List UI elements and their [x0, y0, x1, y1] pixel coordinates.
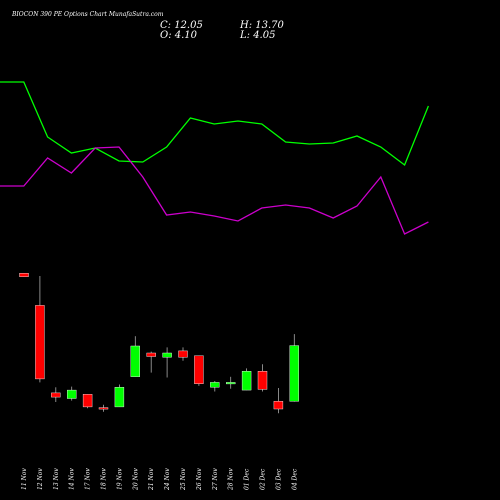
x-tick-label: 17 Nov — [85, 468, 92, 490]
x-tick-label: 11 Nov — [21, 468, 28, 490]
candle-body — [210, 382, 220, 388]
high-value: H: 13.70 — [239, 20, 285, 31]
x-tick-label: 21 Nov — [148, 468, 155, 491]
x-tick-label: 13 Nov — [53, 468, 60, 490]
close-value: C: 12.05 — [160, 20, 203, 31]
candle-body — [225, 382, 236, 385]
candle-body — [35, 305, 45, 380]
candle-body — [194, 355, 204, 384]
candle-body — [82, 394, 93, 408]
candle-body — [130, 345, 141, 377]
x-tick-label: 18 Nov — [101, 468, 108, 490]
open-value: O: 4.10 — [160, 30, 198, 41]
candle-body — [257, 371, 268, 390]
candle-body — [114, 387, 125, 408]
candle-body — [66, 389, 77, 399]
x-tick-label: 25 Nov — [180, 468, 187, 491]
low-value: L: 4.05 — [239, 30, 275, 41]
x-tick-label: 01 Dec — [244, 468, 251, 490]
indicator-lines — [0, 81, 430, 235]
x-tick-label: 24 Nov — [164, 468, 171, 491]
green-indicator-line — [0, 81, 430, 167]
x-tick-label: 02 Dec — [260, 468, 267, 490]
x-tick-label: 28 Nov — [228, 468, 235, 491]
x-axis-labels: 11 Nov 12 Nov 13 Nov 14 Nov 17 Nov 18 Nov 19 N… — [21, 468, 298, 491]
candle-body — [19, 273, 29, 277]
candle-body — [98, 407, 109, 410]
candlestick-series — [19, 273, 299, 414]
x-tick-label: 03 Dec — [275, 468, 282, 490]
x-tick-label: 20 Nov — [132, 468, 139, 491]
candle-body — [146, 352, 156, 357]
candle-body — [289, 345, 299, 402]
chart-title: BIOCON 390 PE Options Chart MunafaSutra.… — [11, 11, 164, 18]
x-tick-label: 19 Nov — [116, 468, 123, 490]
candle-body — [178, 350, 188, 358]
x-tick-label: 14 Nov — [69, 468, 76, 490]
candle-body — [162, 352, 172, 358]
x-tick-label: 04 Dec — [291, 468, 298, 490]
candle-body — [241, 371, 252, 391]
candle-body — [51, 392, 61, 398]
x-tick-label: 27 Nov — [212, 468, 219, 491]
x-tick-label: 26 Nov — [196, 468, 203, 491]
x-tick-label: 12 Nov — [37, 468, 44, 490]
candle-body — [273, 401, 284, 410]
magenta-indicator-line — [0, 146, 429, 235]
